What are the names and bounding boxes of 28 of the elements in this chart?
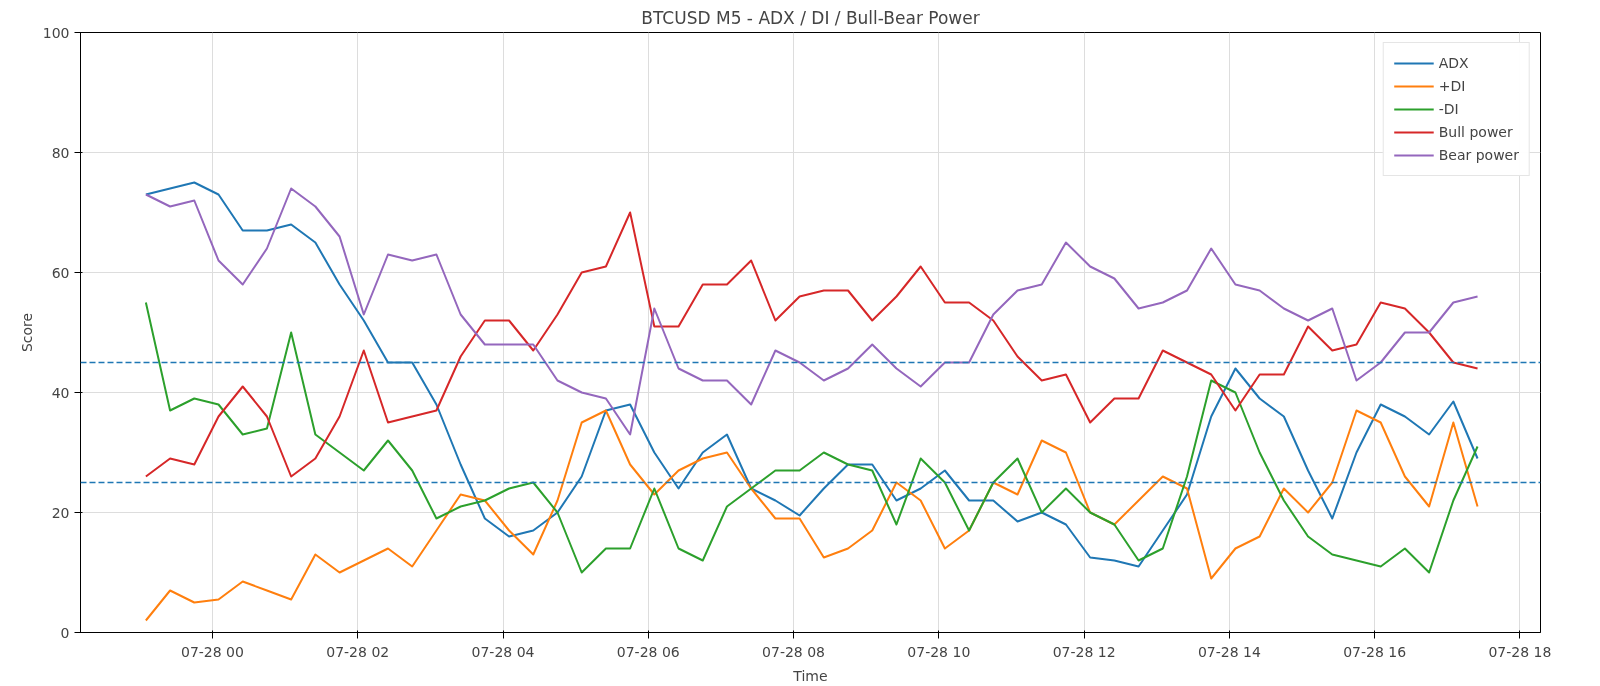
line-series: [144, 409, 1479, 622]
x-tick-label: 07-28 06: [616, 643, 680, 660]
legend-label: Bear power: [1438, 147, 1519, 163]
y-tick-label: 100: [42, 24, 70, 41]
x-tick-label: 07-28 02: [326, 643, 390, 660]
legend-label: ADX: [1438, 55, 1469, 71]
x-tick-label: 07-28 14: [1197, 643, 1261, 660]
y-axis-title: Score: [18, 312, 35, 353]
x-axis-title: Time: [792, 667, 828, 684]
legend-label: Bull power: [1438, 124, 1513, 140]
x-tick-label: 07-28 00: [180, 643, 244, 660]
x-tick-label: 07-28 08: [762, 643, 826, 660]
x-tick-label: 07-28 18: [1488, 643, 1552, 660]
y-tick-label: 0: [60, 624, 70, 641]
line-series: [144, 211, 1479, 478]
y-tick-label: 20: [51, 504, 70, 521]
legend-label: -DI: [1438, 101, 1459, 117]
legend-label: +DI: [1438, 78, 1466, 94]
y-tick-label: 40: [51, 384, 70, 401]
chart-title: BTCUSD M5 - ADX / DI / Bull-Bear Power: [641, 7, 980, 28]
x-tick-label: 07-28 12: [1052, 643, 1116, 660]
line-series: [144, 187, 1479, 436]
x-tick-label: 07-28 10: [907, 643, 971, 660]
y-tick-label: 80: [51, 144, 70, 161]
y-tick-label: 60: [51, 264, 70, 281]
x-tick-label: 07-28 16: [1343, 643, 1407, 660]
x-tick-label: 07-28 04: [471, 643, 535, 660]
line-series: [144, 301, 1479, 574]
